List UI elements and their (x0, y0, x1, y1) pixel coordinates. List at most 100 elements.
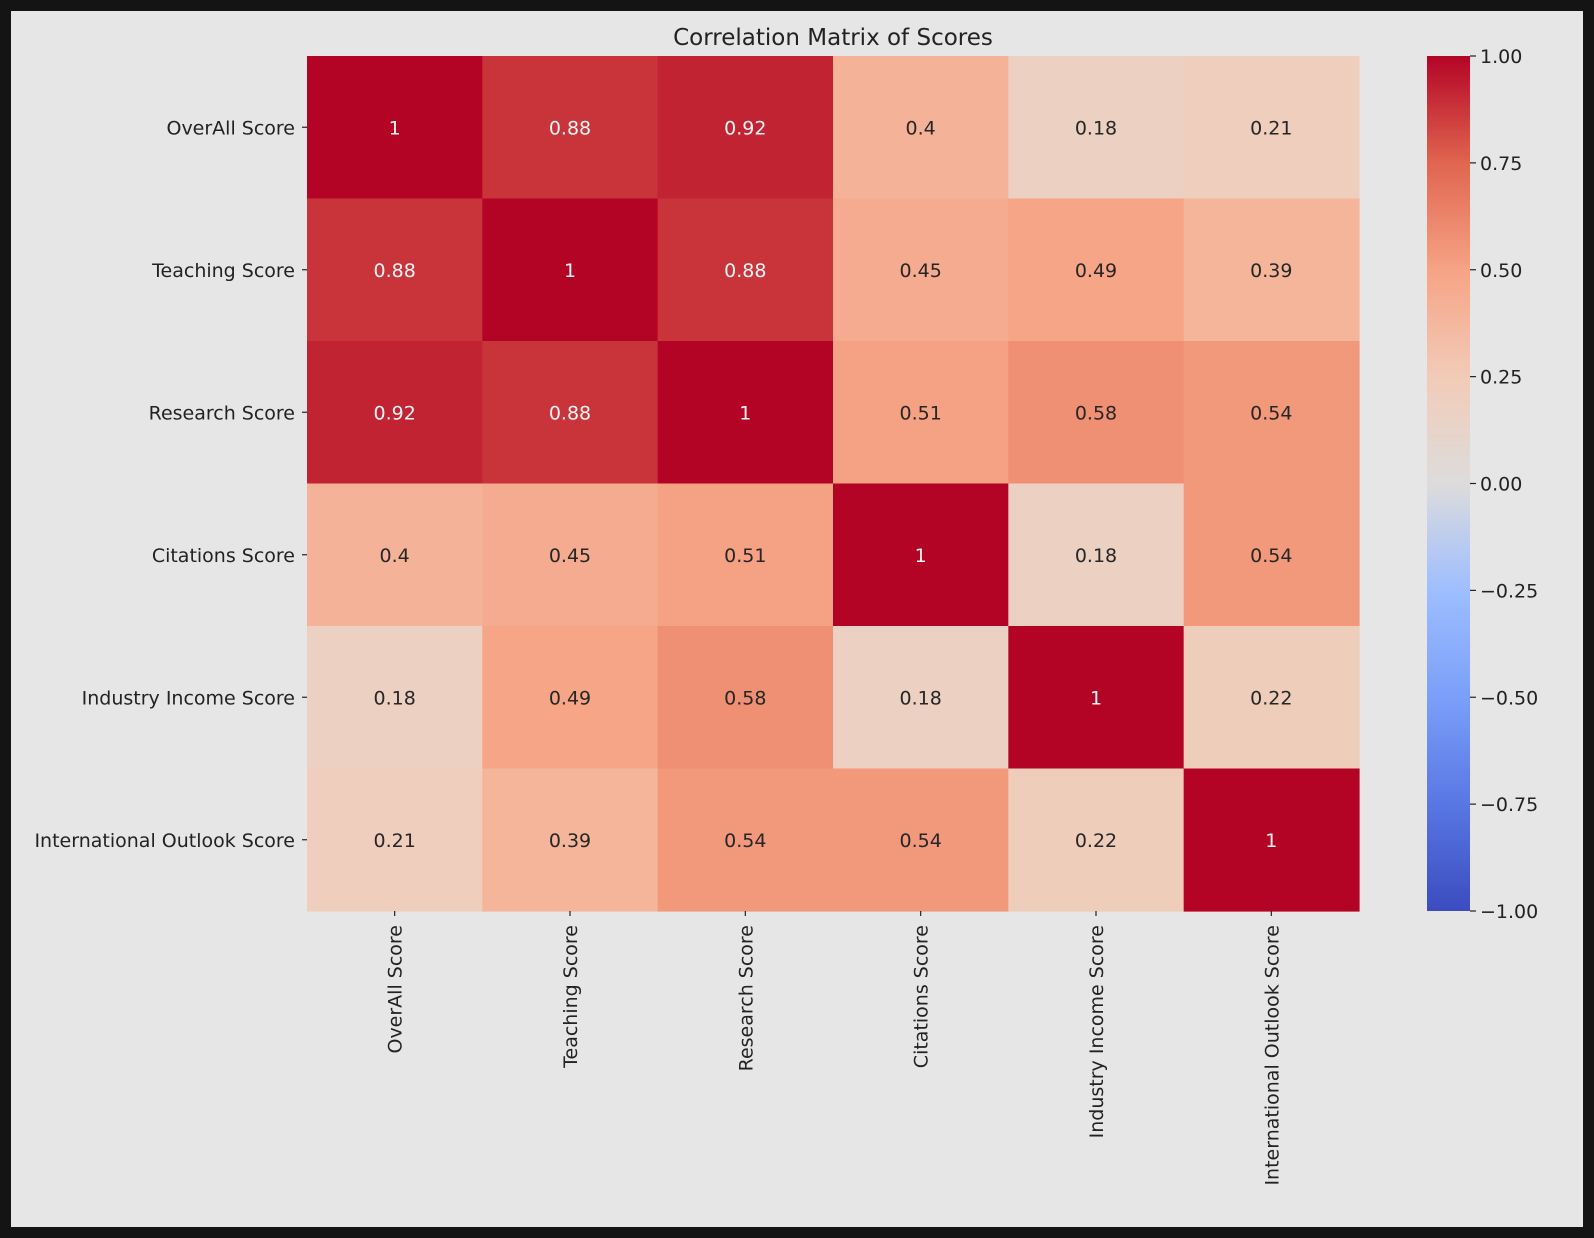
heatmap-cell (657, 626, 834, 770)
heatmap-cell (833, 768, 1009, 912)
cell-annotation: 1 (1090, 687, 1102, 709)
y-tick-label: OverAll Score (166, 117, 295, 139)
heatmap-cell (1008, 483, 1185, 627)
heatmap-cell (482, 56, 659, 200)
heatmap-cell (657, 768, 834, 912)
y-tick-label: Teaching Score (151, 260, 295, 282)
heatmap-annotations: 1 0.88 0.92 0.4 0.18 0.21 0.88 1 0.88 0.45 0.49 0.3… (374, 117, 1293, 852)
heatmap-cell (482, 768, 659, 912)
colorbar-tick-label: −0.50 (1480, 687, 1538, 709)
cell-annotation: 0.54 (724, 830, 766, 852)
colorbar-tick-label: −1.00 (1480, 901, 1538, 923)
heatmap-cell (482, 626, 659, 770)
cell-annotation: 1 (915, 545, 927, 567)
colorbar-tick-label: 0.50 (1480, 260, 1522, 282)
heatmap-cell (1183, 56, 1360, 200)
cell-annotation: 0.45 (900, 260, 942, 282)
y-tick-label: Citations Score (152, 545, 295, 567)
cell-annotation: 0.54 (900, 830, 942, 852)
x-tick-label: Citations Score (911, 925, 933, 1068)
cell-annotation: 1 (389, 117, 401, 139)
cell-annotation: 0.21 (374, 830, 416, 852)
cell-annotation: 0.45 (549, 545, 591, 567)
cell-annotation: 0.54 (1250, 545, 1292, 567)
heatmap-cell (833, 341, 1009, 485)
y-axis: OverAll Score Teaching Score Research Scor… (34, 117, 307, 852)
heatmap-cells (307, 56, 1360, 912)
heatmap-cell (482, 198, 659, 342)
heatmap-cell (307, 198, 483, 342)
cell-annotation: 0.18 (374, 687, 416, 709)
cell-annotation: 0.51 (724, 545, 766, 567)
cell-annotation: 0.88 (724, 260, 766, 282)
heatmap-cell (1183, 198, 1360, 342)
cell-annotation: 0.51 (900, 402, 942, 424)
heatmap-cell (657, 483, 834, 627)
cell-annotation: 0.4 (380, 545, 410, 567)
cell-annotation: 0.92 (374, 402, 416, 424)
cell-annotation: 1 (564, 260, 576, 282)
correlation-heatmap: Correlation Matrix of Scores 1 0.88 0.92 0.… (34, 25, 1538, 1186)
heatmap-cell (1008, 626, 1185, 770)
heatmap-cell (657, 56, 834, 200)
cell-annotation: 0.18 (1075, 545, 1117, 567)
x-tick-label: Teaching Score (560, 925, 582, 1069)
heatmap-cell (482, 341, 659, 485)
heatmap-cell (1008, 198, 1185, 342)
cell-annotation: 0.18 (900, 687, 942, 709)
cell-annotation: 0.92 (724, 117, 766, 139)
heatmap-cell (833, 198, 1009, 342)
heatmap-cell (657, 341, 834, 485)
y-tick-label: International Outlook Score (34, 830, 295, 852)
cell-annotation: 0.54 (1250, 402, 1292, 424)
heatmap-cell (1008, 56, 1185, 200)
heatmap-cell (833, 483, 1009, 627)
cell-annotation: 1 (1265, 830, 1277, 852)
colorbar-tick-label: 0.25 (1480, 367, 1522, 389)
colorbar-gradient (1427, 56, 1470, 911)
cell-annotation: 0.49 (1075, 260, 1117, 282)
cell-annotation: 0.58 (724, 687, 766, 709)
colorbar-tick-label: −0.75 (1480, 794, 1538, 816)
heatmap-cell (307, 341, 483, 485)
cell-annotation: 0.21 (1250, 117, 1292, 139)
heatmap-cell (482, 483, 659, 627)
cell-annotation: 0.39 (549, 830, 591, 852)
heatmap-cell (1183, 483, 1360, 627)
heatmap-cell (1008, 341, 1185, 485)
cell-annotation: 0.88 (549, 117, 591, 139)
cell-annotation: 0.58 (1075, 402, 1117, 424)
heatmap-cell (307, 483, 483, 627)
cell-annotation: 0.39 (1250, 260, 1292, 282)
x-tick-label: Industry Income Score (1086, 925, 1108, 1138)
colorbar-tick-label: 0.75 (1480, 153, 1522, 175)
x-tick-label: International Outlook Score (1261, 925, 1283, 1186)
cell-annotation: 0.22 (1075, 830, 1117, 852)
cell-annotation: 0.49 (549, 687, 591, 709)
cell-annotation: 0.88 (549, 402, 591, 424)
cell-annotation: 0.88 (374, 260, 416, 282)
x-tick-label: Research Score (735, 925, 757, 1071)
heatmap-cell (307, 626, 483, 770)
colorbar-tick-label: 1.00 (1480, 46, 1522, 68)
heatmap-cell (657, 198, 834, 342)
y-tick-label: Industry Income Score (82, 687, 295, 709)
heatmap-cell (307, 768, 483, 912)
y-tick-label: Research Score (149, 402, 295, 424)
cell-annotation: 0.18 (1075, 117, 1117, 139)
heatmap-cell (1183, 626, 1360, 770)
heatmap-cell (1183, 768, 1360, 912)
cell-annotation: 0.4 (906, 117, 936, 139)
colorbar-tick-label: 0.00 (1480, 474, 1522, 496)
chart-title: Correlation Matrix of Scores (673, 25, 993, 51)
heatmap-cell (1008, 768, 1185, 912)
heatmap-cell (307, 56, 483, 200)
heatmap-cell (833, 56, 1009, 200)
cell-annotation: 0.22 (1250, 687, 1292, 709)
colorbar-tick-label: −0.25 (1480, 580, 1538, 602)
figure: Correlation Matrix of Scores 1 0.88 0.92 0.… (11, 11, 1583, 1227)
colorbar: 1.00 0.75 0.50 0.25 0.00 −0.25 −0.50 −0.75 −1.00 (1427, 46, 1538, 923)
heatmap-cell (1183, 341, 1360, 485)
x-axis: OverAll Score Teaching Score Research Scor… (385, 911, 1283, 1186)
cell-annotation: 1 (739, 402, 751, 424)
